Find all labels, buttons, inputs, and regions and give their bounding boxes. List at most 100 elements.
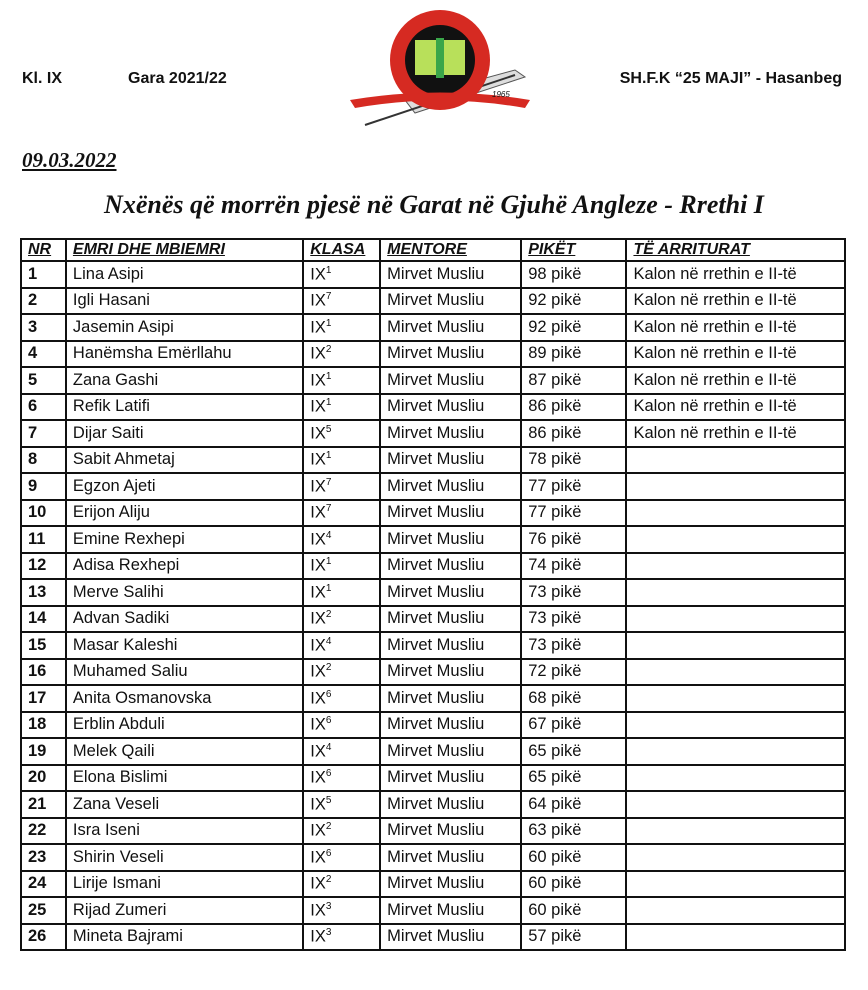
mentor-cell: Mirvet Musliu: [379, 657, 523, 686]
table-row: 15 Masar Kaleshi IX4 Mirvet Musliu 73 pikë: [20, 631, 846, 660]
points-cell: 60 pikë: [520, 869, 628, 898]
achievement-cell: Kalon në rrethin e II-të: [625, 339, 846, 368]
class-grade: IX: [310, 662, 326, 681]
competition-label: Gara 2021/22: [128, 70, 227, 87]
class-grade: IX: [310, 424, 326, 442]
class-grade: IX: [310, 742, 326, 760]
mentor-cell: Mirvet Musliu: [379, 710, 523, 739]
class-section: 2: [325, 662, 332, 673]
row-number-cell: 2: [20, 286, 67, 315]
table-row: 8 Sabit Ahmetaj IX1 Mirvet Musliu 78 pikë: [20, 445, 846, 474]
class-section: 4: [325, 741, 332, 753]
achievement-cell: Kalon në rrethin e II-të: [625, 260, 846, 289]
achievement-cell: [625, 445, 846, 474]
student-name-cell: Igli Hasani: [64, 286, 305, 315]
class-cell: IX1: [302, 313, 382, 342]
achievement-cell: Kalon në rrethin e II-të: [625, 419, 846, 448]
class-section: 6: [325, 847, 332, 859]
table-row: 26 Mineta Bajrami IX3 Mirvet Musliu 57 pikë: [20, 922, 846, 951]
table-row: 1 Lina Asipi IX1 Mirvet Musliu 98 pikë Kalon …: [20, 260, 846, 289]
points-cell: 65 pikë: [520, 737, 628, 766]
achievement-cell: [625, 498, 846, 527]
class-grade: IX: [310, 583, 326, 601]
mentor-cell: Mirvet Musliu: [379, 578, 523, 607]
table-row: 3 Jasemin Asipi IX1 Mirvet Musliu 92 pikë Kal…: [20, 313, 846, 342]
class-grade: IX: [310, 265, 326, 283]
student-name-cell: Lirije Ismani: [64, 869, 305, 898]
student-name-cell: Erblin Abduli: [64, 710, 305, 739]
table-row: 9 Egzon Ajeti IX7 Mirvet Musliu 77 pikë: [20, 472, 846, 501]
table-row: 2 Igli Hasani IX7 Mirvet Musliu 92 pikë Kalon…: [20, 286, 846, 315]
achievement-cell: [625, 657, 846, 686]
class-cell: IX1: [302, 260, 382, 289]
table-row: 12 Adisa Rexhepi IX1 Mirvet Musliu 74 pikë: [20, 551, 846, 580]
row-number-cell: 6: [20, 392, 67, 421]
class-grade: IX: [310, 821, 326, 840]
class-cell: IX2: [302, 816, 382, 845]
column-header: KLASA: [302, 238, 382, 262]
points-cell: 98 pikë: [520, 260, 628, 289]
table-row: 14 Advan Sadiki IX2 Mirvet Musliu 73 pikë: [20, 604, 846, 633]
mentor-cell: Mirvet Musliu: [379, 843, 523, 872]
achievement-cell: [625, 710, 846, 739]
class-section: 2: [325, 821, 332, 832]
table-row: 21 Zana Veseli IX5 Mirvet Musliu 64 pikë: [20, 790, 846, 819]
class-grade: IX: [310, 636, 326, 654]
class-section: 1: [325, 450, 332, 461]
row-number-cell: 8: [20, 445, 67, 474]
mentor-cell: Mirvet Musliu: [379, 737, 523, 766]
row-number-cell: 19: [20, 737, 67, 766]
column-header: PIKËT: [520, 238, 628, 262]
table-row: 4 Hanëmsha Emërllahu IX2 Mirvet Musliu 89 pi…: [20, 339, 846, 368]
mentor-cell: Mirvet Musliu: [379, 684, 523, 713]
table-row: 18 Erblin Abduli IX6 Mirvet Musliu 67 pikë: [20, 710, 846, 739]
class-grade: IX: [310, 450, 326, 469]
mentor-cell: Mirvet Musliu: [379, 551, 523, 580]
table-header: NR EMRI DHE MBIEMRI KLASA MENTORE PIKËT TË AR…: [20, 238, 846, 262]
row-number-cell: 15: [20, 631, 67, 660]
achievement-cell: [625, 843, 846, 872]
row-number-cell: 26: [20, 922, 67, 951]
student-name-cell: Emine Rexhepi: [64, 525, 305, 554]
student-name-cell: Masar Kaleshi: [64, 631, 305, 660]
achievement-cell: [625, 472, 846, 501]
row-number-cell: 9: [20, 472, 67, 501]
points-cell: 65 pikë: [520, 763, 628, 792]
mentor-cell: Mirvet Musliu: [379, 313, 523, 342]
mentor-cell: Mirvet Musliu: [379, 816, 523, 845]
student-name-cell: Elona Bislimi: [64, 763, 305, 792]
class-grade: IX: [310, 715, 326, 734]
points-cell: 73 pikë: [520, 578, 628, 607]
class-section: 1: [325, 556, 332, 567]
class-grade: IX: [310, 874, 326, 893]
row-number-cell: 16: [20, 657, 67, 686]
mentor-cell: Mirvet Musliu: [379, 869, 523, 898]
class-grade: IX: [310, 609, 326, 628]
class-grade: IX: [310, 291, 326, 310]
table-row: 5 Zana Gashi IX1 Mirvet Musliu 87 pikë Kalon …: [20, 366, 846, 395]
class-grade: IX: [310, 848, 326, 866]
class-section: 7: [325, 291, 332, 302]
school-logo: 1965: [350, 10, 530, 126]
class-section: 1: [325, 397, 332, 408]
mentor-cell: Mirvet Musliu: [379, 525, 523, 554]
class-section: 1: [325, 370, 332, 382]
mentor-cell: Mirvet Musliu: [379, 339, 523, 368]
row-number-cell: 11: [20, 525, 67, 554]
class-section: 1: [325, 317, 332, 329]
student-name-cell: Refik Latifi: [64, 392, 305, 421]
student-name-cell: Zana Veseli: [64, 790, 305, 819]
class-grade: IX: [310, 530, 326, 548]
row-number-cell: 23: [20, 843, 67, 872]
column-header: EMRI DHE MBIEMRI: [64, 238, 305, 262]
points-cell: 86 pikë: [520, 392, 628, 421]
table-row: 13 Merve Salihi IX1 Mirvet Musliu 73 pikë: [20, 578, 846, 607]
achievement-cell: Kalon në rrethin e II-të: [625, 392, 846, 421]
points-cell: 60 pikë: [520, 896, 628, 925]
class-cell: IX2: [302, 869, 382, 898]
class-section: 6: [325, 768, 332, 779]
row-number-cell: 21: [20, 790, 67, 819]
class-cell: IX5: [302, 419, 382, 448]
achievement-cell: [625, 790, 846, 819]
table-row: 17 Anita Osmanovska IX6 Mirvet Musliu 68 pik…: [20, 684, 846, 713]
